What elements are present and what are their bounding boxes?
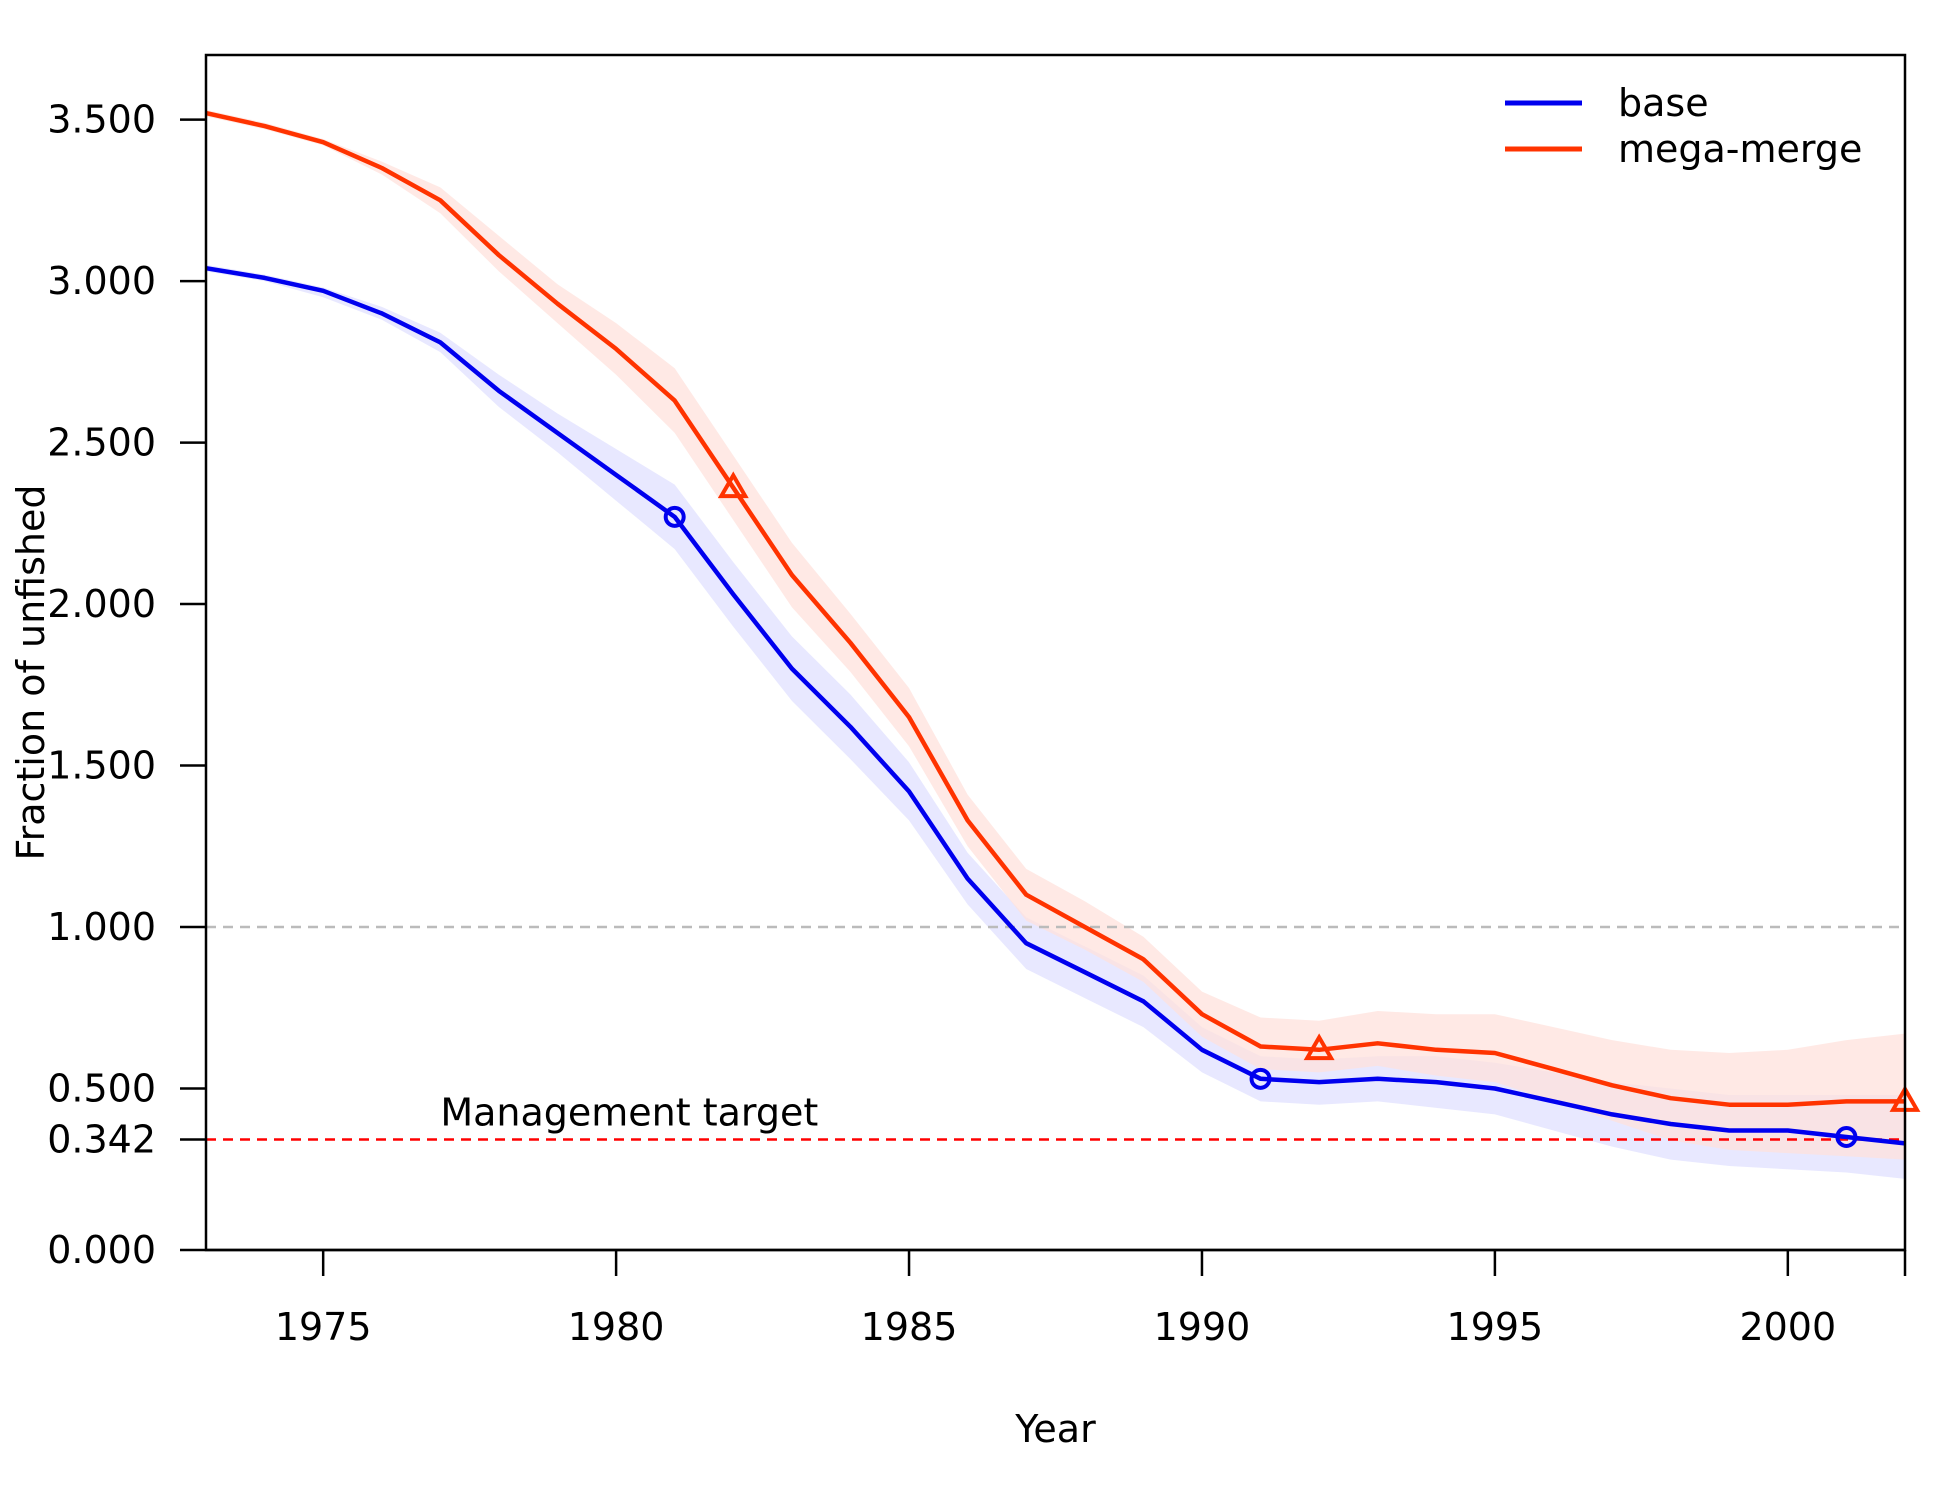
x-tick-label: 2000 bbox=[1739, 1305, 1836, 1349]
marker-base-2001 bbox=[1835, 1125, 1858, 1148]
x-tick-label: 1990 bbox=[1154, 1305, 1251, 1349]
series-markers bbox=[663, 471, 1921, 1148]
y-tick-label: 3.000 bbox=[47, 259, 156, 303]
y-tick-label: 0.342 bbox=[47, 1118, 156, 1162]
y-tick-label: 2.000 bbox=[47, 582, 156, 626]
x-tick-label: 1975 bbox=[275, 1305, 372, 1349]
x-axis: 1975 1980 1985 1990 1995 2000 bbox=[206, 1248, 1907, 1349]
legend-label-base: base bbox=[1618, 81, 1709, 125]
series-line-base bbox=[205, 265, 1906, 1146]
band-base bbox=[206, 264, 1905, 1179]
marker-base-1991 bbox=[1249, 1067, 1272, 1090]
x-tick-label: 1985 bbox=[861, 1305, 958, 1349]
uncertainty-bands bbox=[206, 109, 1905, 1179]
annotations: Management target bbox=[440, 1091, 818, 1135]
y-axis: 0.000 0.342 0.500 1.000 1.500 2.000 2.500 3.000… bbox=[47, 98, 206, 1272]
series-lines bbox=[205, 110, 1906, 1146]
y-tick-label: 3.500 bbox=[47, 98, 156, 142]
management-target-label: Management target bbox=[440, 1091, 818, 1135]
y-tick-label: 1.000 bbox=[47, 905, 156, 949]
band-mega-merge bbox=[206, 109, 1905, 1160]
series-line-mega-merge bbox=[205, 110, 1905, 1107]
legend-label-mega-merge: mega-merge bbox=[1618, 127, 1862, 171]
reference-lines bbox=[206, 925, 1905, 1141]
marker-base-1981 bbox=[663, 505, 686, 528]
y-tick-label: 0.500 bbox=[47, 1067, 156, 1111]
y-axis-title: Fraction of unfished bbox=[9, 485, 53, 861]
x-tick-label: 1995 bbox=[1447, 1305, 1544, 1349]
y-tick-label: 0.000 bbox=[47, 1228, 156, 1272]
y-tick-label: 1.500 bbox=[47, 744, 156, 788]
x-tick-label: 1980 bbox=[568, 1305, 665, 1349]
marker-mega-merge-1982 bbox=[717, 471, 749, 499]
y-tick-label: 2.500 bbox=[47, 421, 156, 465]
x-axis-title: Year bbox=[1014, 1407, 1096, 1451]
marker-mega-merge-1992 bbox=[1303, 1033, 1335, 1061]
